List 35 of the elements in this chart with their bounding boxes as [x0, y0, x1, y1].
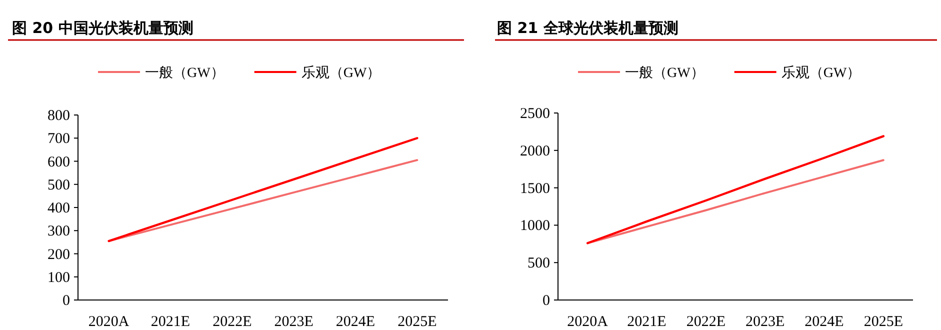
- y-tick-label: 100: [48, 270, 70, 286]
- x-tick-label: 2021E: [627, 314, 666, 330]
- legend-label: 乐观（GW）: [301, 65, 381, 81]
- line-series: [108, 137, 418, 242]
- legend-label: 一般（GW）: [625, 65, 704, 81]
- x-tick-label: 2022E: [686, 314, 726, 330]
- chart-title: 图 21 全球光伏装机量预测: [497, 19, 678, 37]
- legend-label: 一般（GW）: [145, 65, 224, 81]
- y-tick-label: 1000: [520, 218, 550, 234]
- legend-label: 乐观（GW）: [781, 65, 861, 81]
- x-tick-label: 2025E: [398, 314, 437, 330]
- x-tick-label: 2022E: [212, 314, 252, 330]
- y-tick-label: 700: [48, 131, 70, 148]
- x-tick-label: 2024E: [336, 314, 376, 330]
- y-tick-label: 0: [62, 293, 70, 309]
- x-tick-label: 2020A: [88, 314, 130, 330]
- x-tick-label: 2025E: [864, 314, 904, 330]
- y-tick-label: 600: [48, 154, 70, 170]
- y-tick-label: 200: [48, 246, 70, 263]
- x-tick-label: 2023E: [274, 314, 314, 330]
- y-tick-label: 0: [542, 293, 550, 309]
- y-tick-label: 1500: [520, 180, 550, 197]
- y-tick-label: 2500: [520, 106, 550, 122]
- x-tick-label: 2024E: [804, 314, 844, 330]
- x-tick-label: 2023E: [745, 314, 785, 330]
- line-series: [586, 135, 885, 244]
- y-tick-label: 2000: [520, 143, 550, 160]
- y-tick-label: 500: [528, 256, 550, 272]
- x-tick-label: 2021E: [150, 314, 190, 330]
- chart-title: 图 20 中国光伏装机量预测: [12, 19, 194, 37]
- y-tick-label: 500: [48, 177, 70, 194]
- y-tick-label: 400: [48, 200, 70, 216]
- x-tick-label: 2020A: [567, 314, 608, 330]
- y-tick-label: 300: [48, 224, 70, 240]
- y-tick-label: 800: [48, 108, 70, 124]
